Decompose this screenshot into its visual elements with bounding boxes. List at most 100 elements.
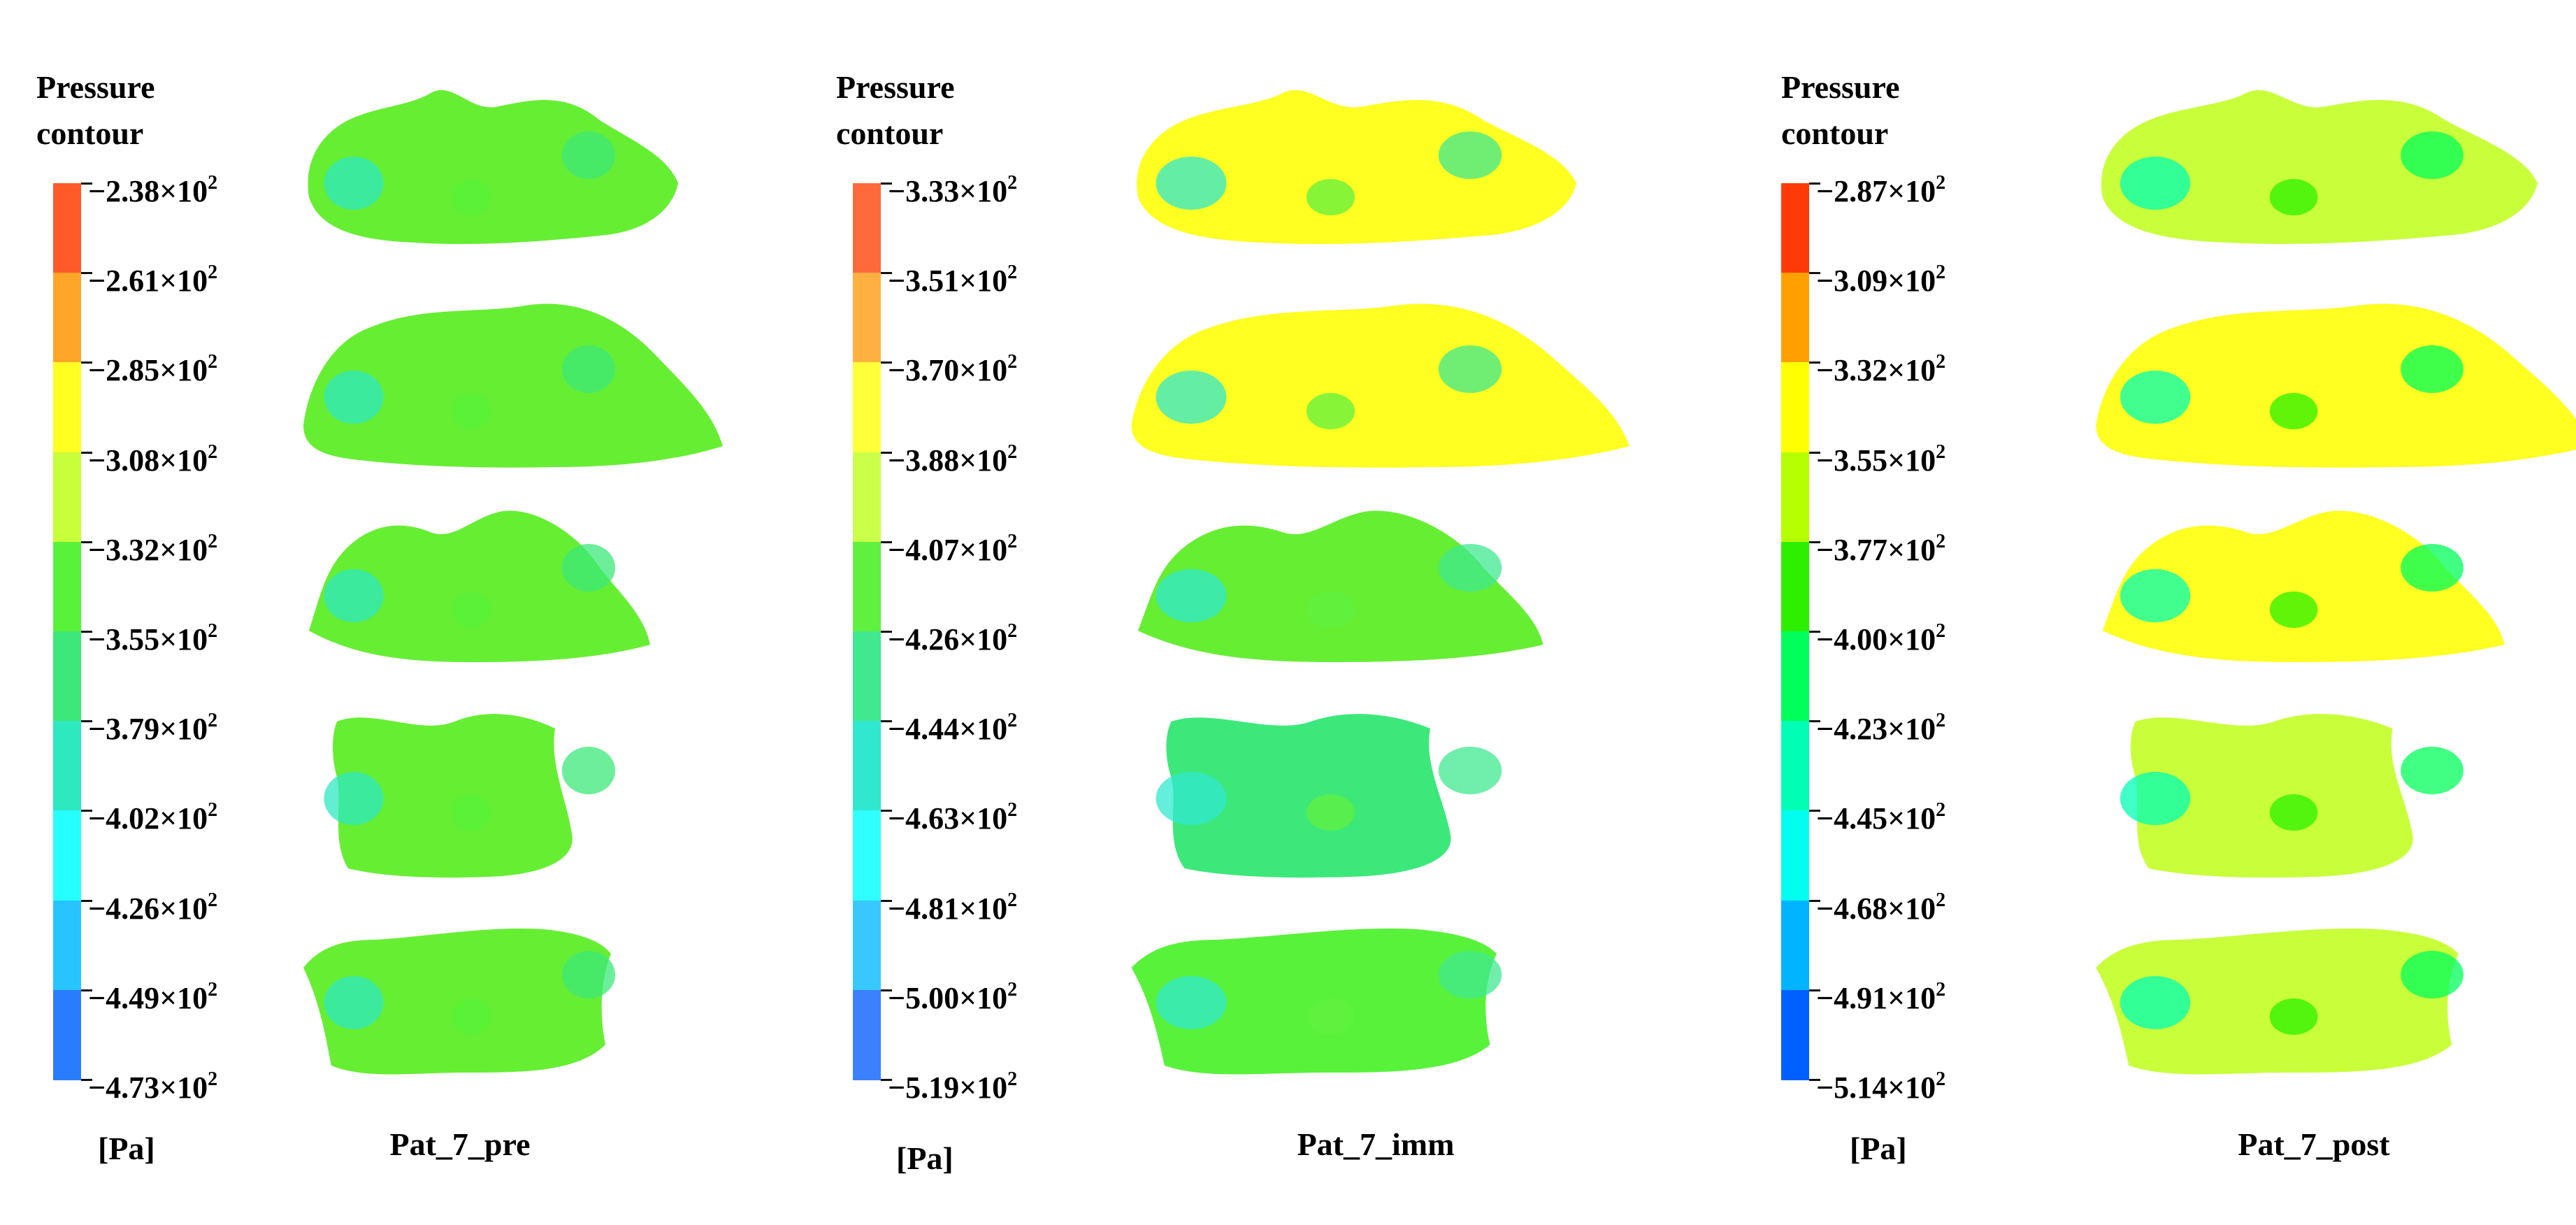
contour-blob [2120,772,2191,825]
colorbar-tick [1809,989,1820,991]
vertebra-slice [1156,714,1502,878]
colorbar-tick [1809,1079,1820,1081]
contour-blob [1156,976,1227,1029]
colorbar-tick-label: −4.23×102 [1816,710,1946,747]
contour-blob [1156,569,1227,622]
contour-blob [1156,157,1227,210]
colorbar-title: Pressure contour [836,69,955,151]
colorbar-segment [53,362,81,453]
contour-blob [450,393,492,429]
contour-blob [2401,131,2464,179]
contour-blob [1306,794,1355,831]
colorbar-segment [53,810,81,901]
colorbar-tick [81,720,92,723]
colorbar-segment [853,452,881,543]
colorbar-segment [853,810,881,901]
colorbar-tick [881,451,892,454]
colorbar-segment [1781,452,1809,543]
contour-blob [450,998,492,1035]
colorbar-tick [881,1079,892,1081]
colorbar-segment [853,362,881,453]
colorbar-tick [1809,720,1820,723]
colorbar-tick-label: −3.88×102 [888,440,1018,478]
colorbar-tick-label: −4.81×102 [888,889,1018,926]
colorbar-tick [881,631,892,633]
slice-surface [1131,928,1497,1075]
colorbar-tick [881,272,892,275]
colorbar-segment [53,900,81,991]
contour-blob [2401,747,2464,794]
colorbar-title: Pressure contour [1781,69,1900,151]
colorbar-segment [853,273,881,364]
contour-blob [2269,179,2318,215]
contour-blob [561,544,616,592]
colorbar-segment [853,989,881,1080]
colorbar-tick-label: −3.08×102 [88,440,218,478]
colorbar-tick [1809,272,1820,275]
slice-surface [1137,89,1576,244]
slice-surface [1138,510,1544,662]
colorbar-tick [81,1079,92,1081]
contour-blob [2120,157,2191,210]
colorbar-tick-label: −4.26×102 [88,889,218,926]
colorbar-tick-label: −4.00×102 [1816,620,1946,657]
contour-blob [561,345,616,393]
colorbar-tick [81,631,92,633]
slice-surface [1131,303,1629,468]
colorbar-tick-label: −5.14×102 [1816,1068,1946,1105]
vertebra-slice [303,928,616,1075]
slice-surface [303,928,611,1075]
colorbar-title: Pressure contour [36,69,155,151]
colorbar-tick-label: −4.91×102 [1816,978,1946,1015]
colorbar-tick [1809,182,1820,185]
colorbar-segment [53,183,81,274]
colorbar-tick [81,989,92,991]
vertebra-slice [324,714,616,878]
contour-blob [1438,951,1502,998]
contour-blob [1156,772,1227,825]
colorbar [53,183,81,1080]
colorbar-tick [881,899,892,902]
vertebra-slice [1131,928,1502,1075]
colorbar-segment [853,631,881,722]
colorbar-tick-label: −3.09×102 [1816,262,1946,299]
colorbar-segment [853,721,881,812]
contour-blob [324,371,384,424]
vertebra-slice [2096,928,2464,1075]
contour-blob [2401,345,2464,393]
colorbar-tick [1809,540,1820,543]
contour-blob [324,772,384,825]
colorbar-tick-label: −2.61×102 [88,262,218,299]
colorbar-tick [81,810,92,812]
slice-surface [333,714,573,878]
colorbar-segment [853,900,881,991]
colorbar-segment [53,273,81,364]
contour-blob [450,179,492,215]
contour-blob [561,131,616,179]
contour-blob [561,747,616,794]
colorbar-tick [81,361,92,364]
vertebra-slice [1131,303,1629,468]
contour-blob [1438,747,1502,794]
colorbar-segment [1781,631,1809,722]
colorbar-tick-label: −3.70×102 [888,351,1018,388]
colorbar-segment [1781,541,1809,632]
colorbar-tick-label: −3.55×102 [1816,440,1946,478]
vertebra-slice [303,303,723,468]
contour-blob [2120,569,2191,622]
slice-surface [2096,928,2459,1075]
colorbar-segment [53,989,81,1080]
colorbar-tick-label: −4.26×102 [888,620,1018,657]
colorbar-segment [1781,721,1809,812]
slice-surface [1166,714,1451,878]
contour-blob [561,951,616,998]
colorbar-tick [81,540,92,543]
colorbar-tick [1809,810,1820,812]
slice-surface [303,303,723,468]
colorbar-tick-label: −4.02×102 [88,799,218,836]
colorbar-tick [81,272,92,275]
colorbar-tick [881,989,892,991]
